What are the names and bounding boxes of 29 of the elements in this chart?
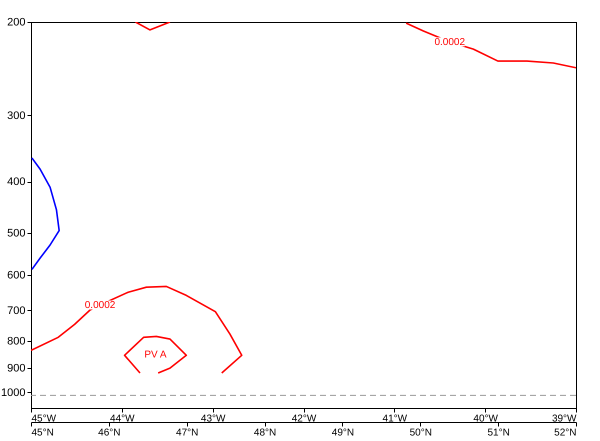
y-tick-label: 1000: [1, 386, 26, 399]
x2-tick-label: 49°N: [332, 428, 354, 438]
x2-tick-label: 47°N: [176, 428, 198, 438]
y-tick-label: 200: [7, 16, 26, 28]
annotation: PV A: [144, 350, 167, 361]
x-tick-label: 39°W: [552, 414, 578, 424]
x-tick-label: 42°W: [292, 414, 317, 424]
x2-tick-label: 45°N: [32, 428, 54, 438]
line-series: [31, 286, 243, 374]
x-tick-label: 40°W: [473, 414, 499, 424]
y-tick-label: 900: [7, 362, 26, 375]
line-series: [31, 157, 60, 270]
x2-tick-label: 51°N: [487, 428, 510, 438]
x2-tick-label: 52°N: [554, 428, 576, 438]
x-tick-label: 41°W: [382, 414, 408, 424]
y-tick-label: 400: [7, 176, 26, 188]
y-tick-label: 300: [7, 110, 26, 122]
line-series: [124, 336, 188, 374]
x-tick-label: 44°W: [110, 414, 136, 424]
x-tick-label: 43°W: [200, 414, 226, 424]
y-tick-label: 500: [7, 227, 26, 240]
y-tick-label: 800: [7, 336, 26, 348]
line-series: [405, 22, 576, 69]
x2-tick-label: 50°N: [410, 428, 432, 438]
x2-tick-label: 48°N: [254, 428, 276, 438]
y-tick-label: 600: [7, 269, 26, 282]
y-tick-label: 700: [7, 304, 26, 317]
x-tick-label: 45°W: [32, 414, 57, 424]
x2-tick-label: 46°N: [98, 428, 121, 438]
